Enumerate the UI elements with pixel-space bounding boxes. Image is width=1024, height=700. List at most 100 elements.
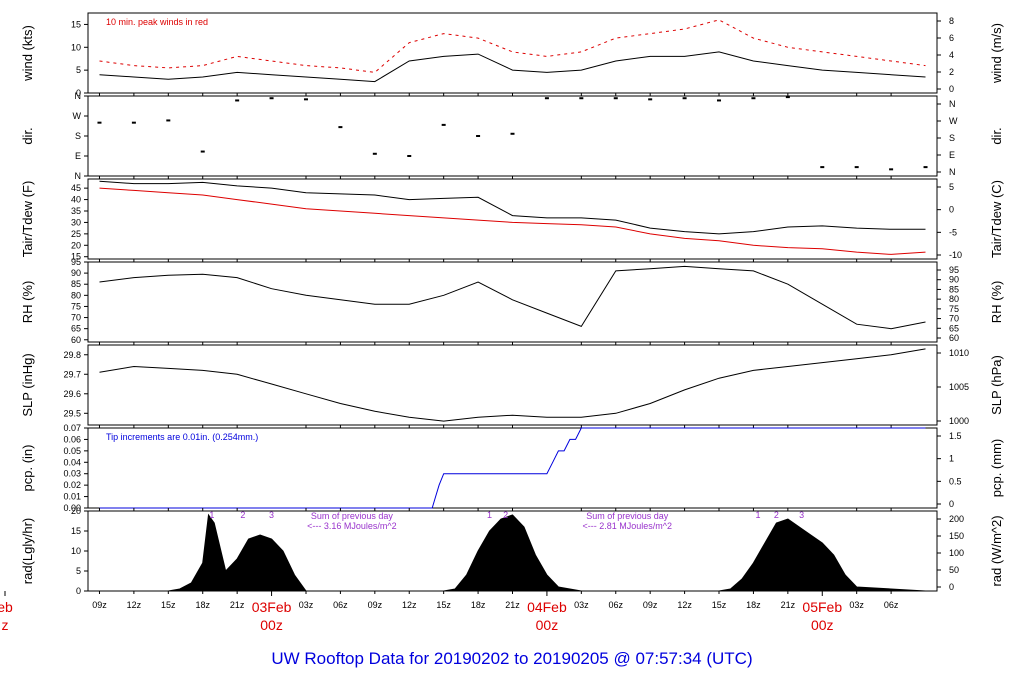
dir-point (717, 99, 722, 102)
xtick-label: 15z (712, 600, 727, 610)
rad-top-mark: 2 (240, 510, 245, 520)
wind-annotation: 10 min. peak winds in red (106, 17, 208, 27)
wind-ylabel-right: wind (m/s) (989, 23, 1004, 84)
dir-ytick-label-left: E (75, 151, 81, 161)
rad-note-line2: <--- 3.16 MJoules/m^2 (307, 521, 397, 531)
dir-ytick-label-right: E (949, 150, 955, 160)
dir-point (235, 99, 240, 102)
day-label-time: 00z (536, 617, 559, 633)
pcp-ylabel-left: pcp. (in) (20, 445, 35, 492)
xtick-label: 06z (608, 600, 623, 610)
xtick-label: 18z (471, 600, 486, 610)
temp-ytick-label-left: 15 (71, 252, 81, 262)
dir-point (579, 97, 584, 100)
xtick-label: 15z (436, 600, 451, 610)
temp-ytick-label-right: 0 (949, 205, 954, 215)
footer-title: UW Rooftop Data for 20190202 to 20190205… (271, 649, 753, 668)
rh-ytick-label-right: 90 (949, 275, 959, 285)
day-label-time: z (2, 617, 9, 633)
dir-ytick-label-left: W (73, 111, 82, 121)
dir-point (269, 97, 274, 100)
rh-ylabel-right: RH (%) (989, 281, 1004, 324)
xtick-label: 21z (230, 600, 245, 610)
slp-ylabel-left: SLP (inHg) (20, 353, 35, 416)
rh-ytick-label-left: 80 (71, 290, 81, 300)
day-label-time: 00z (260, 617, 283, 633)
temp-panel-frame (87, 178, 938, 260)
wind-ylabel-left: wind (kts) (20, 25, 35, 82)
rad-top-mark: 1 (209, 510, 214, 520)
temp-ylabel-right: Tair/Tdew (C) (989, 180, 1004, 258)
temp-ytick-label-left: 25 (71, 229, 81, 239)
dir-ytick-label-left: S (75, 131, 81, 141)
wind-ytick-label-right: 4 (949, 50, 954, 60)
rad-ytick-label-left: 15 (71, 526, 81, 536)
day-label-date: 03Feb (252, 599, 292, 615)
rad-top-mark: 2 (774, 510, 779, 520)
dir-point (476, 135, 481, 137)
rad-top-mark: 1 (487, 510, 492, 520)
dir-point (166, 119, 171, 122)
rh-ytick-label-right: 80 (949, 294, 959, 304)
wind-ytick-label-right: 6 (949, 33, 954, 43)
dir-ytick-label-left: N (75, 91, 82, 101)
xtick-label: 18z (746, 600, 761, 610)
rad-note-line1: Sum of previous day (311, 511, 394, 521)
dir-ytick-label-right: N (949, 167, 956, 177)
rh-ytick-label-left: 60 (71, 335, 81, 345)
rh-ytick-label-left: 90 (71, 268, 81, 278)
rh-ytick-label-right: 85 (949, 284, 959, 294)
pcp-ytick-label-left: 0.05 (63, 446, 81, 456)
temp-ytick-label-left: 40 (71, 195, 81, 205)
dir-point (97, 121, 102, 124)
xtick-label: 21z (781, 600, 796, 610)
dir-point (338, 126, 343, 129)
dir-point (303, 98, 308, 101)
rad-top-mark: 3 (269, 510, 274, 520)
xtick-label: 21z (505, 600, 520, 610)
day-label-date: 04Feb (527, 599, 567, 615)
dir-point (544, 97, 549, 100)
pcp-ylabel-right: pcp. (mm) (989, 439, 1004, 498)
wind-ytick-label-right: 8 (949, 16, 954, 26)
xtick-label: 03z (574, 600, 589, 610)
temp-ylabel-left: Tair/Tdew (F) (20, 181, 35, 258)
rh-panel-frame (87, 261, 938, 343)
rad-ytick-label-right: 50 (949, 565, 959, 575)
day-label-time: 00z (811, 617, 834, 633)
day-label-date: 05Feb (802, 599, 842, 615)
rad-area-series (99, 513, 926, 592)
rad-ytick-label-right: 100 (949, 548, 964, 558)
rad-ytick-label-right: 200 (949, 514, 964, 524)
rad-ylabel-right: rad (W/m^2) (989, 515, 1004, 586)
rad-note-line1: Sum of previous day (586, 511, 669, 521)
slp-line-series-0 (99, 348, 926, 422)
dir-point (923, 166, 928, 169)
xtick-label: 06z (333, 600, 348, 610)
rh-ytick-label-left: 75 (71, 301, 81, 311)
slp-ytick-label-left: 29.5 (63, 408, 81, 418)
rad-ytick-label-left: 10 (71, 546, 81, 556)
rad-ytick-label-left: 20 (71, 506, 81, 516)
pcp-ytick-label-left: 0.01 (63, 492, 81, 502)
dir-point (889, 168, 894, 171)
xtick-label: 15z (161, 600, 176, 610)
pcp-ytick-label-right: 1.5 (949, 431, 962, 441)
dir-point (441, 123, 446, 126)
dir-point (613, 97, 618, 100)
temp-line-series-0 (99, 180, 926, 235)
rad-note-line2: <--- 2.81 MJoules/m^2 (582, 521, 672, 531)
dir-ylabel-left: dir. (20, 127, 35, 144)
rh-ytick-label-right: 65 (949, 323, 959, 333)
pcp-ytick-label-left: 0.03 (63, 469, 81, 479)
xtick-label: 03z (849, 600, 864, 610)
pcp-annotation: Tip increments are 0.01in. (0.254mm.) (106, 432, 258, 442)
dir-panel-frame (87, 95, 938, 177)
xtick-label: 12z (402, 600, 417, 610)
slp-ytick-label-right: 1010 (949, 348, 969, 358)
xtick-label: 09z (643, 600, 658, 610)
pcp-ytick-label-left: 0.07 (63, 423, 81, 433)
dir-point (200, 150, 205, 153)
rh-ylabel-left: RH (%) (20, 281, 35, 324)
